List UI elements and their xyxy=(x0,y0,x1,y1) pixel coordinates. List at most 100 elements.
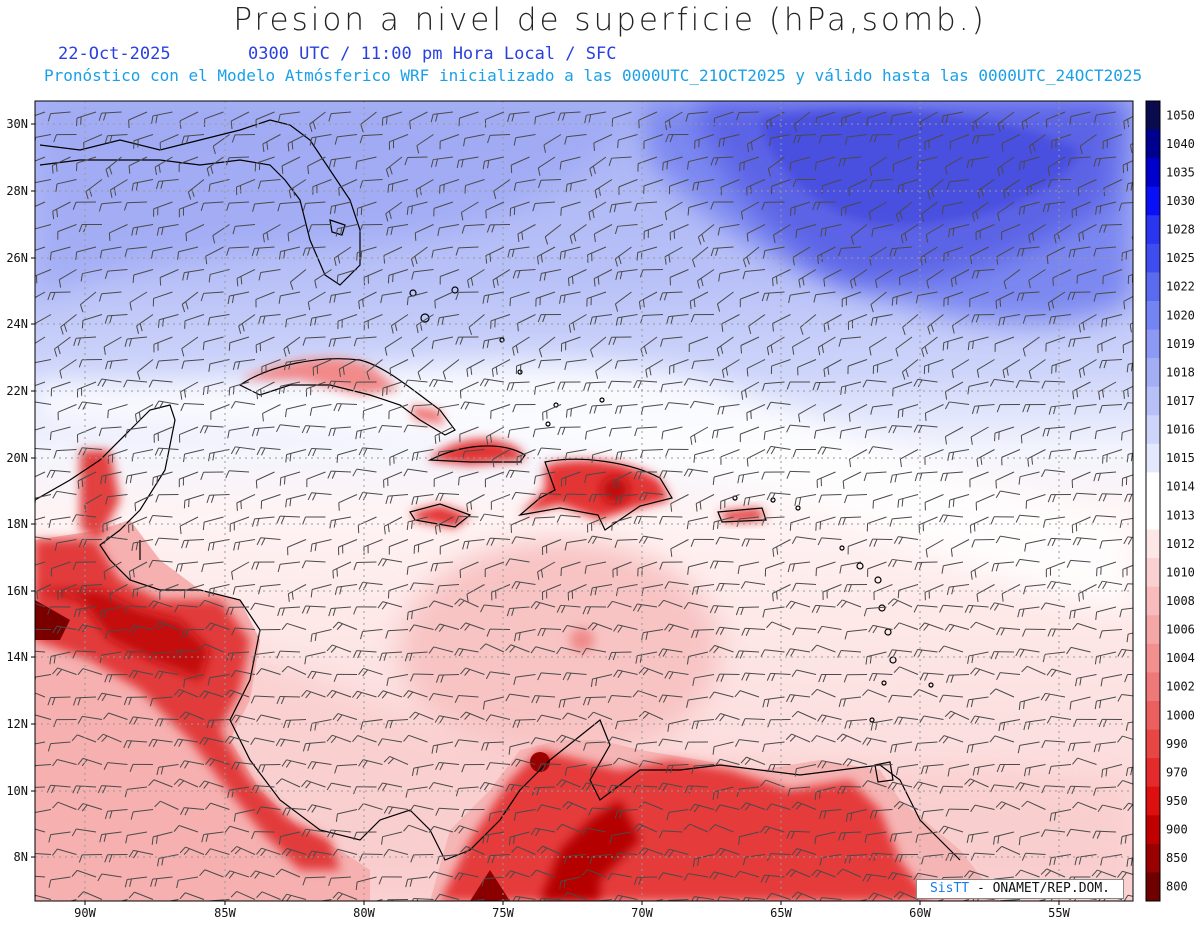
wind-barbs xyxy=(35,111,1133,901)
wind-barb xyxy=(1094,426,1117,440)
wind-barb xyxy=(51,156,71,174)
wind-barb xyxy=(490,404,511,419)
lat-label: 10N xyxy=(6,784,28,798)
wind-barb xyxy=(939,604,964,613)
wind-barb xyxy=(872,359,893,374)
wind-barb xyxy=(868,624,893,634)
wind-barb xyxy=(821,179,842,194)
wind-barb xyxy=(944,426,964,445)
wind-barb xyxy=(149,651,173,661)
wind-barb xyxy=(669,359,689,375)
wind-barb xyxy=(256,806,281,815)
wind-barb xyxy=(77,715,103,724)
wind-barb xyxy=(180,381,199,400)
wind-barb xyxy=(995,845,1021,855)
wind-barb xyxy=(329,201,352,215)
wind-barb xyxy=(536,246,556,265)
wind-barb xyxy=(741,201,760,220)
wind-barb xyxy=(289,269,307,290)
wind-barb xyxy=(287,584,307,602)
wind-barb xyxy=(607,784,632,794)
wind-barb xyxy=(866,111,887,127)
wind-barb xyxy=(634,426,658,437)
wind-barb xyxy=(971,314,995,323)
wind-barb xyxy=(560,561,581,577)
wind-barb xyxy=(435,674,460,683)
wind-barb xyxy=(76,426,97,443)
lon-label: 65W xyxy=(770,906,792,920)
wind-barb xyxy=(715,847,740,857)
wind-barb xyxy=(740,802,766,811)
wind-barb xyxy=(383,848,409,857)
wind-barb xyxy=(862,737,887,746)
wind-barb xyxy=(454,515,479,524)
wind-barb xyxy=(276,695,301,705)
colorbar-label: 1016 xyxy=(1166,423,1195,437)
wind-barb xyxy=(635,651,658,664)
landmass-greater-antilles xyxy=(240,357,765,528)
wind-barb xyxy=(947,764,970,777)
wind-barb xyxy=(202,336,224,351)
wind-barb xyxy=(771,179,791,195)
wind-barb xyxy=(179,892,205,900)
wind-barb xyxy=(1042,651,1066,663)
wind-barb xyxy=(460,622,485,631)
wind-barb xyxy=(154,718,179,727)
wind-barb xyxy=(556,514,581,523)
wind-barb xyxy=(153,336,173,353)
wind-barb xyxy=(736,786,760,797)
wind-barb xyxy=(607,695,632,703)
wind-barb xyxy=(738,831,760,845)
wind-barb xyxy=(199,869,224,878)
wind-barb xyxy=(132,269,154,283)
wind-barb xyxy=(814,786,836,800)
wind-barb xyxy=(338,494,358,511)
wind-barb xyxy=(1073,718,1097,728)
wind-barb xyxy=(762,246,785,259)
wind-barb xyxy=(793,134,817,144)
wind-barb xyxy=(920,764,944,775)
wind-barb xyxy=(921,336,938,357)
wind-barb xyxy=(181,291,199,313)
wind-barb xyxy=(612,561,632,578)
wind-barb xyxy=(542,404,562,421)
wind-barb xyxy=(181,539,205,549)
wind-barb xyxy=(178,156,199,172)
colorbar-label: 990 xyxy=(1166,737,1188,751)
wind-barb xyxy=(98,201,122,212)
wind-barb xyxy=(772,314,791,332)
wind-barb xyxy=(938,645,964,653)
wind-barb xyxy=(305,381,326,397)
wind-barb xyxy=(128,624,154,634)
wind-barb xyxy=(590,336,607,358)
wind-barb xyxy=(52,667,77,676)
wind-barb xyxy=(435,492,460,502)
wind-barb xyxy=(35,447,52,450)
wind-barb xyxy=(715,536,740,545)
wind-barb xyxy=(485,201,505,219)
wind-barb xyxy=(466,584,485,603)
wind-barb xyxy=(868,446,893,454)
wind-barb xyxy=(972,764,995,776)
wind-barb xyxy=(406,606,428,621)
wind-barb xyxy=(278,381,301,395)
wind-barb xyxy=(615,719,638,730)
lon-label: 55W xyxy=(1048,906,1070,920)
wind-barb xyxy=(632,823,658,833)
wind-barb xyxy=(507,426,530,438)
wind-barb xyxy=(584,111,607,124)
wind-barb xyxy=(990,516,1015,525)
wind-barb xyxy=(77,891,103,900)
wind-barb xyxy=(994,426,1015,442)
wind-barb xyxy=(686,696,709,708)
wind-barb xyxy=(233,809,256,822)
wind-barb xyxy=(840,381,862,395)
wind-barb xyxy=(691,764,715,774)
wind-barb xyxy=(225,470,250,479)
wind-barb xyxy=(900,224,919,244)
wind-barb xyxy=(1021,800,1046,810)
wind-barb xyxy=(304,651,326,665)
wind-barb xyxy=(355,156,377,170)
wind-barb xyxy=(589,404,613,414)
wind-barb xyxy=(208,269,230,283)
